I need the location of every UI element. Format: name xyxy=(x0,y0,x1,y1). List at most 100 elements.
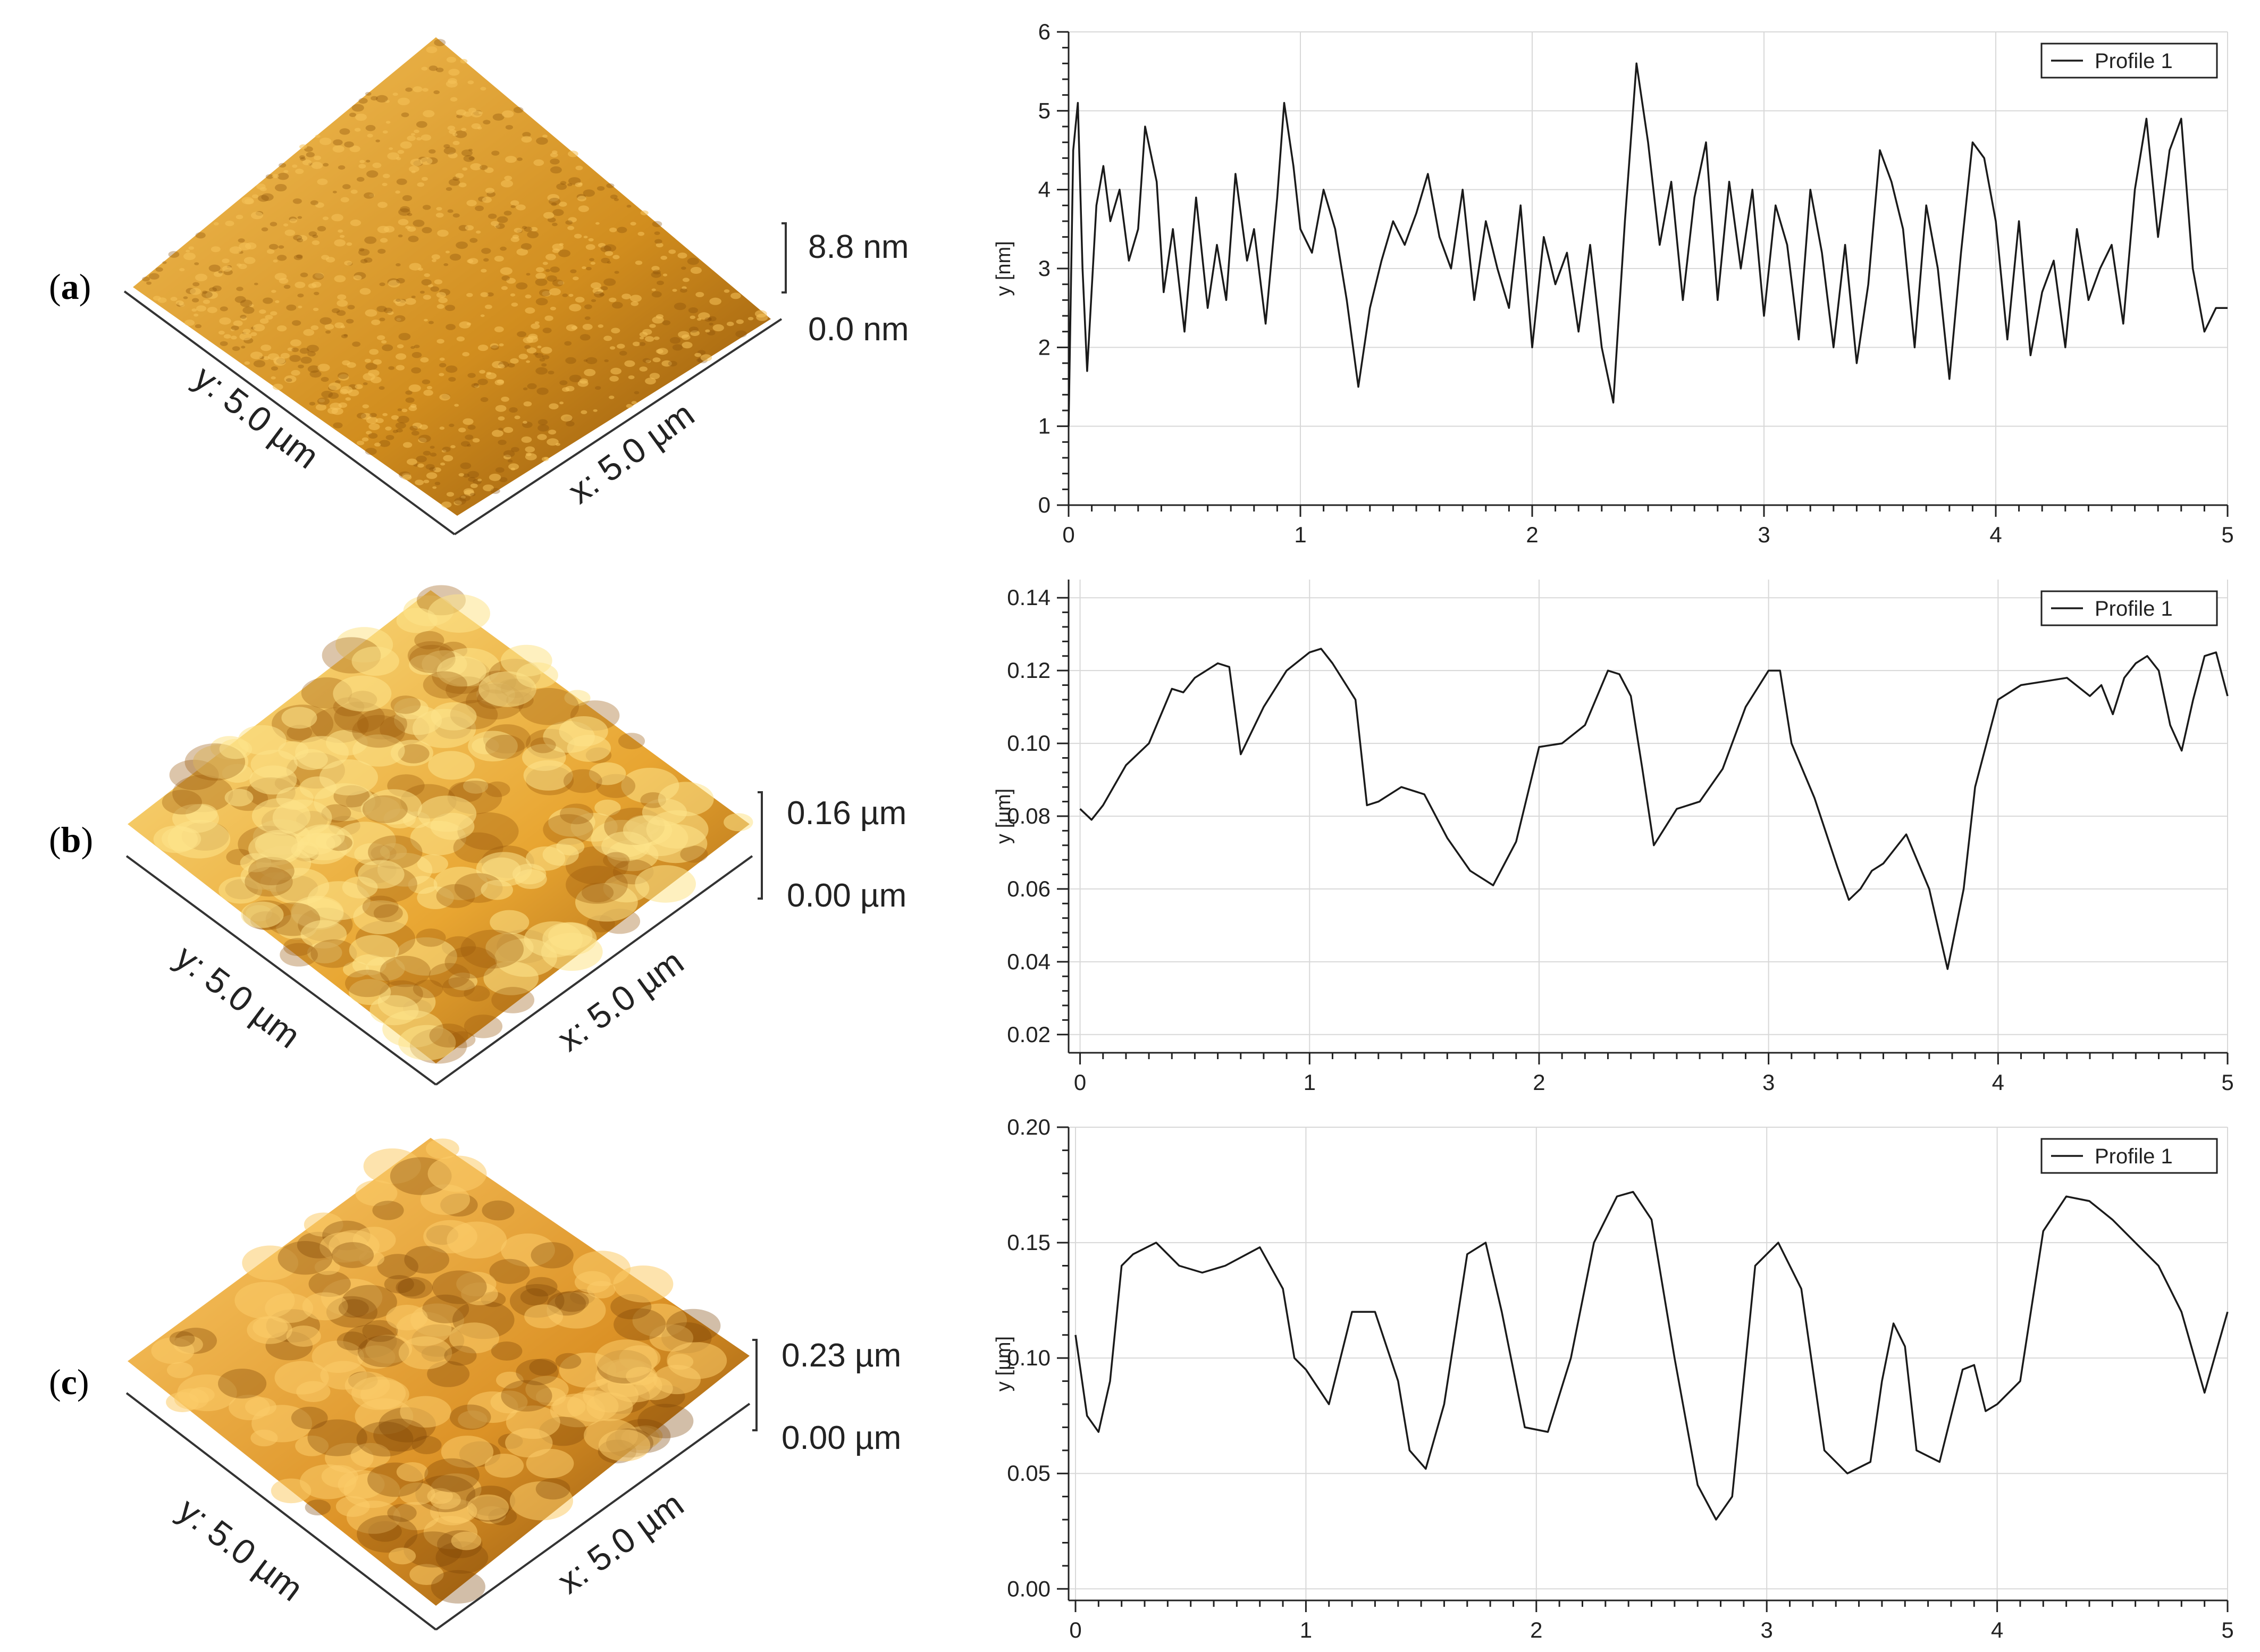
surface-bump xyxy=(446,56,457,63)
surface-bump xyxy=(172,804,219,833)
surface-bump xyxy=(432,259,436,262)
surface-bump xyxy=(408,406,417,411)
surface-bump xyxy=(429,963,470,988)
surface-bump xyxy=(364,236,377,244)
surface-bump xyxy=(411,296,416,298)
surface-bump xyxy=(562,293,568,297)
surface-bump xyxy=(300,356,312,364)
surface-bump xyxy=(385,426,392,431)
surface-bump xyxy=(524,227,533,232)
surface-bump xyxy=(368,423,380,430)
surface-bump xyxy=(491,987,535,1013)
surface-bump xyxy=(374,442,381,447)
surface-bump xyxy=(420,357,429,363)
surface-bump xyxy=(396,1278,425,1297)
y-tick-label: 0.12 xyxy=(1007,658,1051,683)
surface-bump xyxy=(496,1371,524,1389)
surface-bump xyxy=(423,205,431,210)
surface-bump xyxy=(153,296,161,301)
surface-bump xyxy=(331,214,343,222)
surface-bump xyxy=(398,1336,452,1370)
surface-bump xyxy=(477,379,488,385)
surface-bump xyxy=(162,790,202,815)
surface-bump xyxy=(497,216,508,223)
surface-bump xyxy=(396,278,405,284)
surface-bump xyxy=(356,1421,414,1457)
surface-bump xyxy=(421,177,428,181)
surface-bump xyxy=(533,159,544,166)
series-line xyxy=(1068,62,2228,426)
surface-bump xyxy=(470,163,482,171)
surface-bump xyxy=(498,427,503,431)
surface-bump xyxy=(478,111,483,114)
surface-bump xyxy=(579,334,591,341)
surface-bump xyxy=(558,249,570,257)
surface-bump xyxy=(437,230,449,237)
surface-bump xyxy=(414,631,444,650)
surface-bump xyxy=(289,355,301,362)
surface-bump xyxy=(231,325,239,331)
surface-bump xyxy=(382,182,388,186)
surface-bump xyxy=(172,775,233,812)
surface-bump xyxy=(434,39,446,46)
surface-bump xyxy=(601,257,610,264)
surface-bump xyxy=(634,391,640,395)
surface-bump xyxy=(319,137,332,145)
surface-bump xyxy=(501,1380,552,1412)
surface-bump xyxy=(595,222,600,225)
surface-bump xyxy=(256,183,266,190)
surface-bump xyxy=(458,427,466,433)
surface-bump xyxy=(468,731,518,762)
surface-bump xyxy=(338,1299,369,1318)
surface-bump xyxy=(297,293,304,298)
surface-bump xyxy=(547,275,557,282)
surface-bump xyxy=(443,263,449,266)
surface-bump xyxy=(463,155,474,162)
surface-bump xyxy=(433,90,440,95)
surface-bump xyxy=(292,198,302,204)
y-tick-label: 0.06 xyxy=(1007,876,1051,901)
surface-bump xyxy=(296,254,303,259)
surface-bump xyxy=(259,318,269,324)
surface-bump xyxy=(523,337,534,343)
surface-bump xyxy=(362,1320,398,1342)
surface-bump xyxy=(352,715,405,748)
surface-bump xyxy=(472,438,480,443)
surface-bump xyxy=(357,413,366,419)
surface-bump xyxy=(447,209,453,213)
surface-bump xyxy=(360,259,368,264)
surface-bump xyxy=(481,248,491,254)
surface-bump xyxy=(364,192,374,199)
surface-bump xyxy=(451,1531,482,1550)
surface-bump xyxy=(579,378,588,384)
surface-bump xyxy=(303,329,315,336)
surface-bump xyxy=(355,113,367,121)
surface-bump xyxy=(253,360,265,367)
surface-bump xyxy=(291,370,300,376)
surface-bump xyxy=(483,484,494,491)
surface-bump xyxy=(359,248,365,251)
surface-bump xyxy=(588,238,594,242)
surface-bump xyxy=(423,480,430,483)
surface-bump xyxy=(383,307,393,313)
surface-bump xyxy=(645,336,654,342)
surface-bump xyxy=(240,315,247,319)
surface-bump xyxy=(499,343,504,347)
surface-bump xyxy=(485,933,534,962)
surface-bump xyxy=(213,271,223,277)
surface-bump xyxy=(434,482,441,485)
surface-bump xyxy=(315,202,324,208)
surface-bump xyxy=(297,216,303,219)
surface-bump xyxy=(483,120,491,124)
surface-bump xyxy=(612,255,620,259)
surface-bump xyxy=(680,266,686,270)
surface-bump xyxy=(467,80,474,85)
x-tick-label: 2 xyxy=(1530,1617,1542,1642)
surface-bump xyxy=(411,431,419,436)
surface-bump xyxy=(525,452,532,456)
surface-bump xyxy=(560,414,573,422)
surface-bump xyxy=(594,799,621,816)
surface-bump xyxy=(169,1331,195,1347)
surface-bump xyxy=(365,363,377,371)
